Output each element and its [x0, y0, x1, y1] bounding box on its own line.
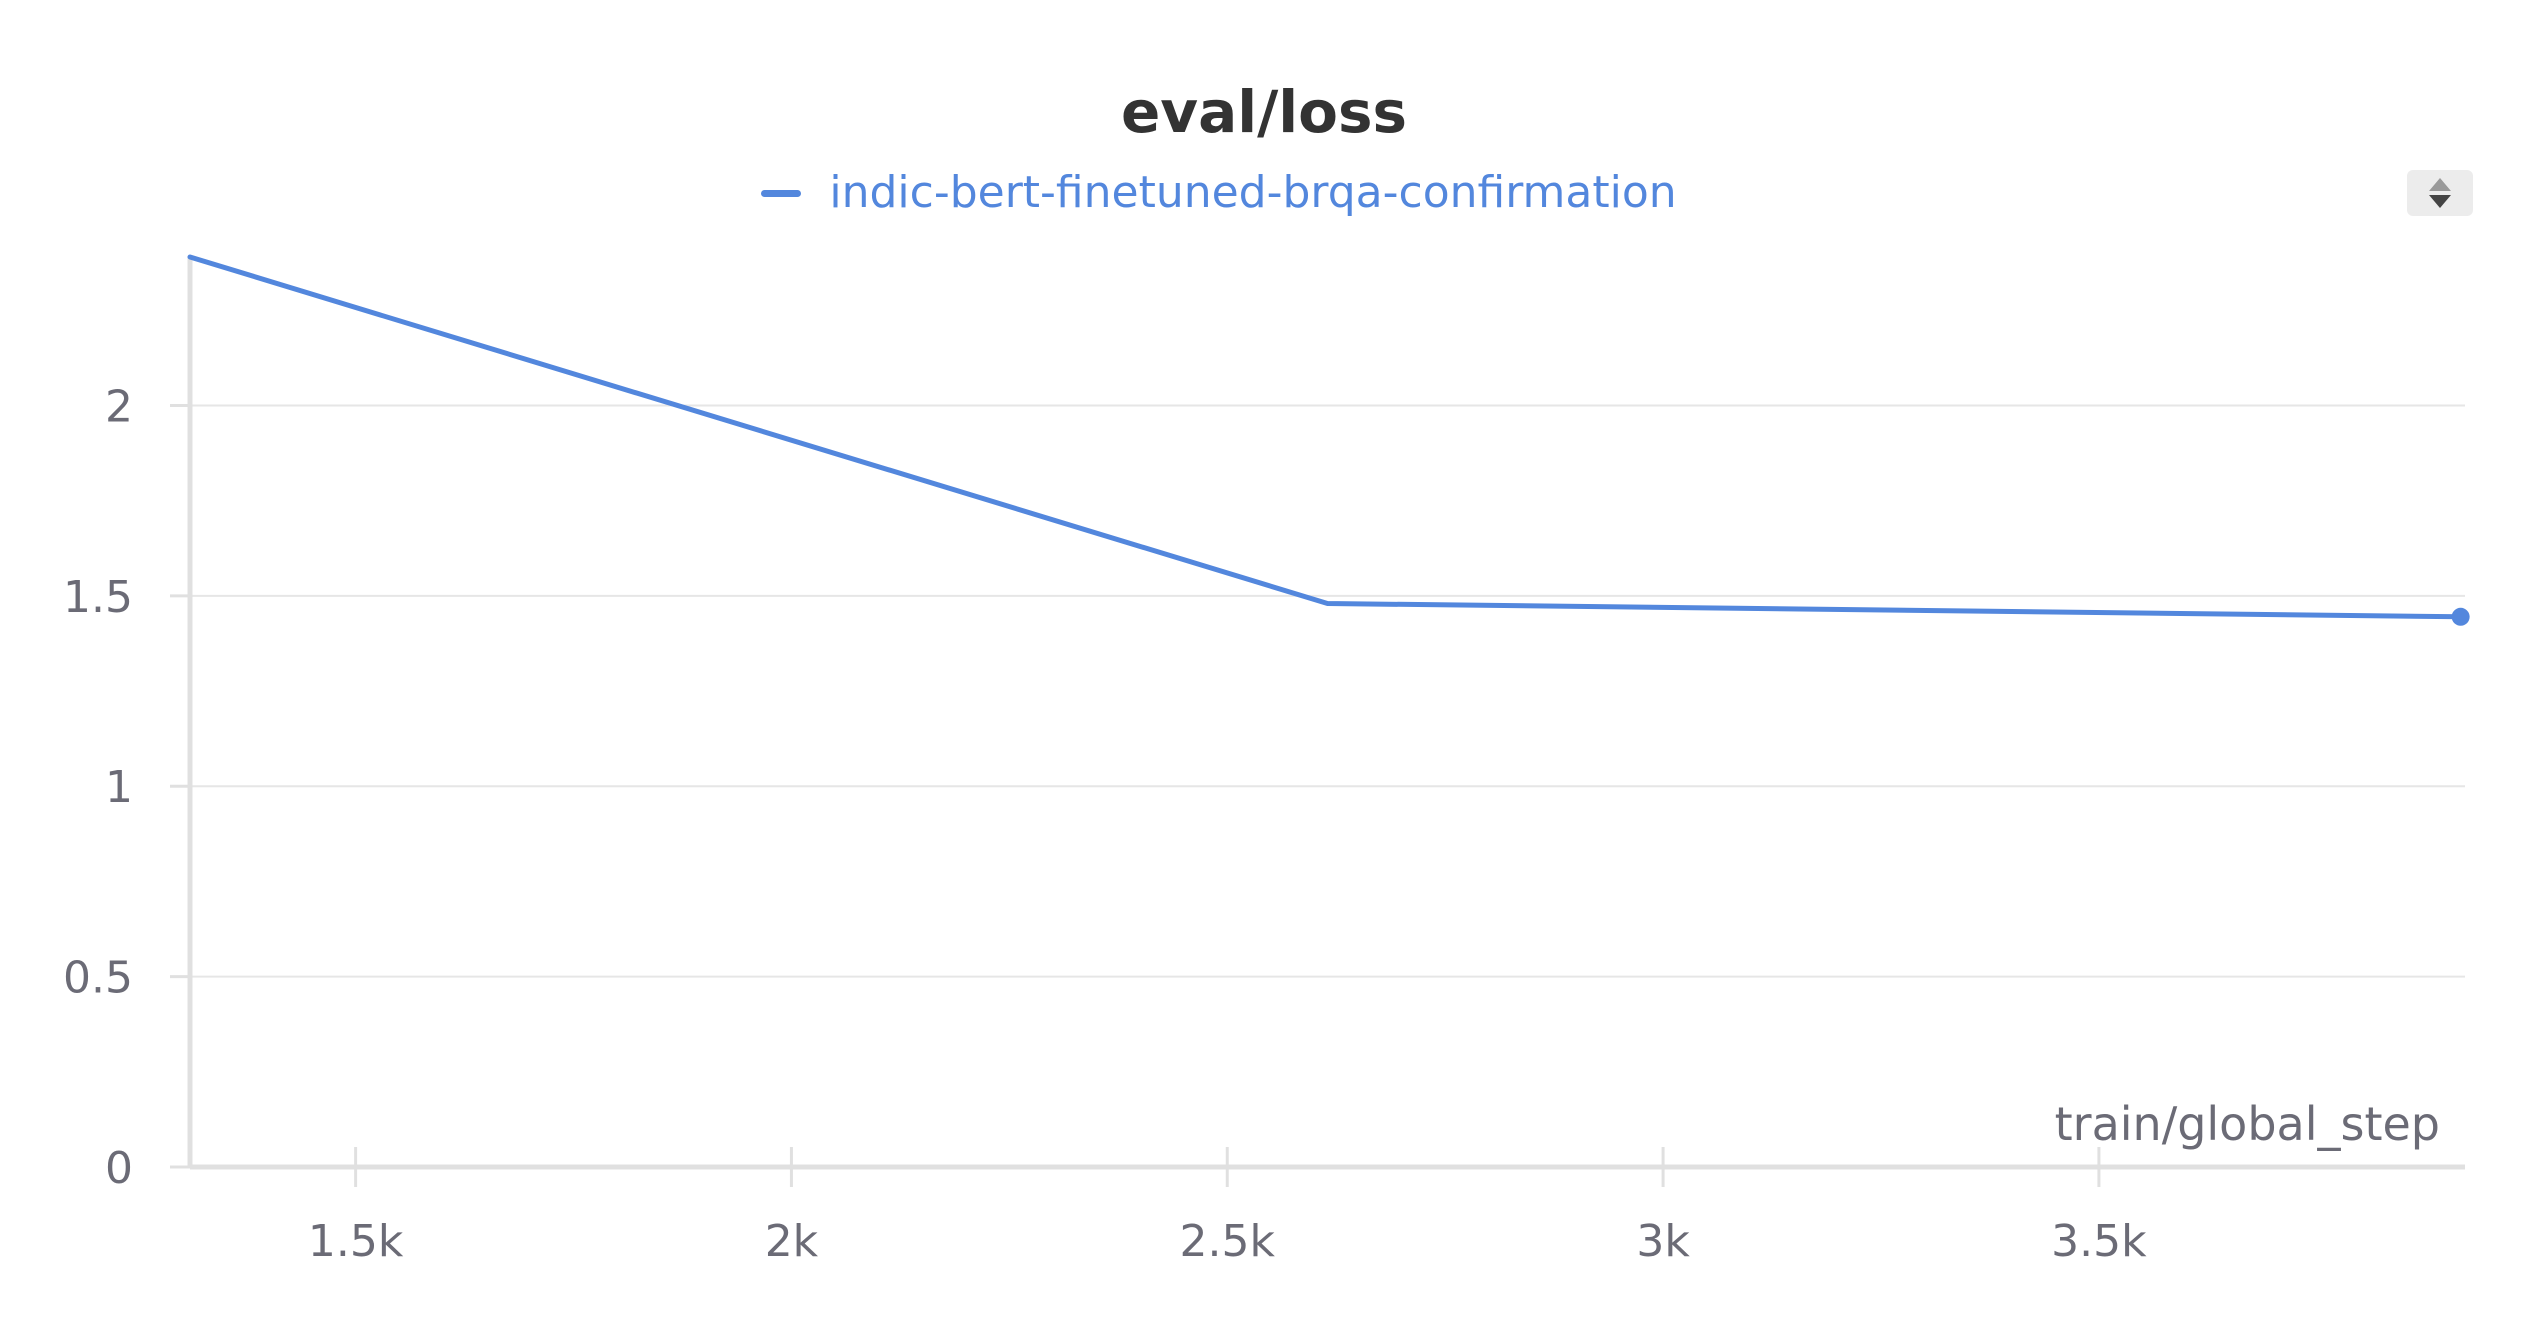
sort-up-icon — [2429, 178, 2451, 191]
y-tick-label: 0 — [105, 1143, 133, 1194]
series-line — [187, 254, 2464, 620]
sort-button[interactable] — [2407, 170, 2473, 216]
y-tick-label: 2 — [105, 381, 133, 432]
data-point — [2451, 607, 2470, 626]
x-tick-label: 1.5k — [308, 1216, 404, 1267]
y-tick-label: 1 — [105, 762, 133, 813]
x-tick-label: 2.5k — [1180, 1216, 1276, 1267]
x-tick-label: 2k — [765, 1216, 819, 1267]
sort-down-icon — [2429, 195, 2451, 208]
legend-swatch — [761, 189, 802, 197]
chart-title: eval/loss — [1120, 78, 1408, 146]
x-axis-title: train/global_step — [2055, 1097, 2440, 1151]
legend-label[interactable]: indic-bert-finetuned-brqa-confirmation — [829, 167, 1677, 218]
legend: indic-bert-finetuned-brqa-confirmation — [0, 158, 2528, 228]
x-tick-label: 3k — [1636, 1216, 1690, 1267]
x-tick-label: 3.5k — [2051, 1216, 2147, 1267]
y-tick-label: 0.5 — [63, 953, 133, 1004]
y-tick-label: 1.5 — [63, 572, 133, 623]
